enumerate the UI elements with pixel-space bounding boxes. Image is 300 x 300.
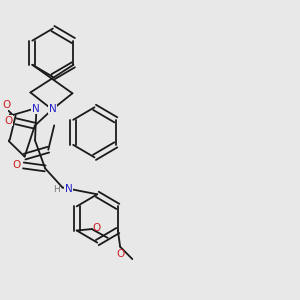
Text: N: N — [49, 104, 57, 114]
Text: O: O — [12, 160, 20, 170]
Text: O: O — [3, 100, 11, 110]
Text: O: O — [4, 116, 13, 126]
Text: N: N — [65, 184, 73, 194]
Text: O: O — [92, 224, 101, 233]
Text: N: N — [32, 103, 40, 114]
Text: H: H — [53, 184, 60, 194]
Text: O: O — [117, 249, 125, 259]
